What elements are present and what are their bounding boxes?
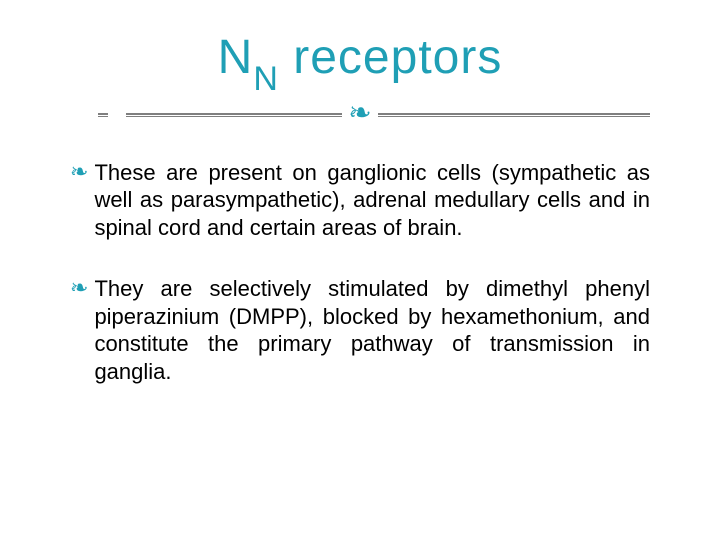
bullet-icon: ❧: [70, 159, 88, 185]
bullet-icon: ❧: [70, 275, 88, 301]
bullet-text: They are selectively stimulated by dimet…: [94, 275, 650, 385]
title-rest: receptors: [279, 31, 502, 84]
flourish-icon: ❧: [342, 99, 377, 127]
bullet-item: ❧ These are present on ganglionic cells …: [70, 159, 650, 242]
slide-title: NN receptors: [60, 30, 660, 93]
bullet-text: These are present on ganglionic cells (s…: [94, 159, 650, 242]
bullet-item: ❧ They are selectively stimulated by dim…: [70, 275, 650, 385]
slide-body: ❧ These are present on ganglionic cells …: [60, 159, 660, 386]
divider-line-left: [70, 113, 342, 117]
title-area: NN receptors: [60, 30, 660, 93]
title-main: N: [218, 31, 254, 84]
slide: NN receptors ❧ ❧ These are present on ga…: [0, 0, 720, 540]
divider-line-right: [378, 113, 650, 117]
title-divider: ❧: [60, 101, 660, 129]
title-subscript: N: [253, 60, 279, 98]
